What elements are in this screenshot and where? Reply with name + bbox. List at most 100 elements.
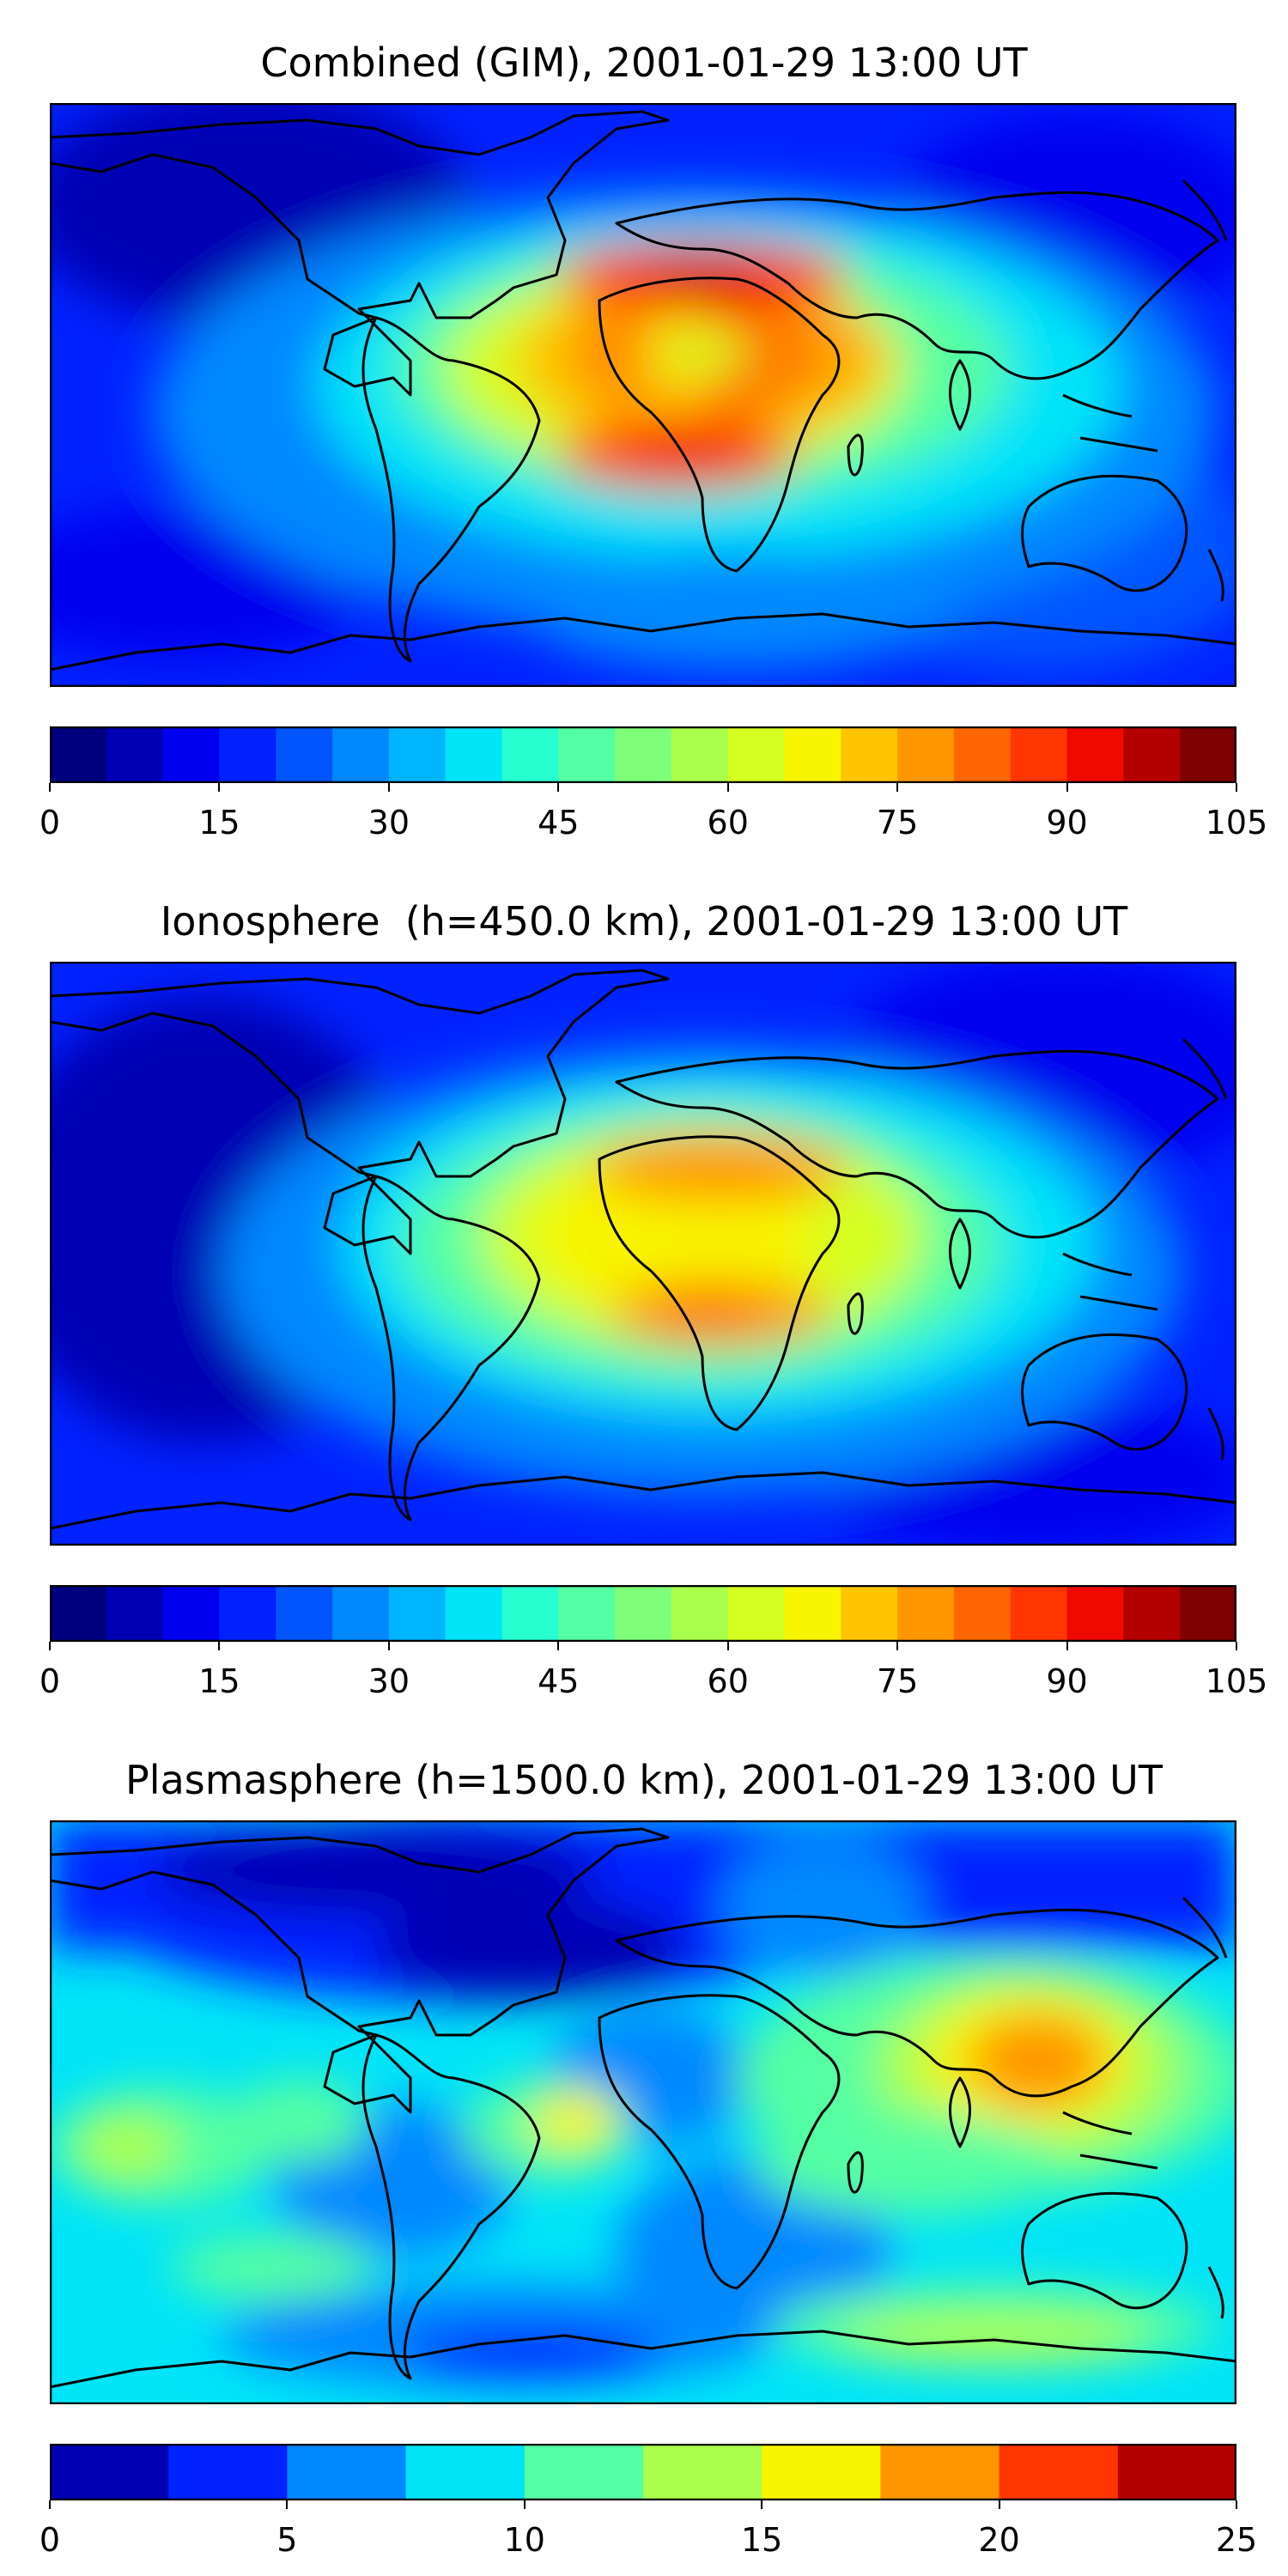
colorbar-level [615, 1585, 672, 1642]
colorbar-tick-mark [1236, 1642, 1237, 1650]
colorbar-tick-mark [49, 1642, 51, 1650]
colorbar-level [558, 1585, 616, 1642]
colorbar-level [524, 2444, 644, 2500]
colorbar [50, 726, 1236, 783]
world-map [50, 103, 1236, 687]
coastlines [50, 1827, 1236, 2389]
world-map [50, 962, 1236, 1546]
colorbar-level [953, 1585, 1012, 1642]
colorbar-tick-label: 15 [198, 804, 240, 841]
colorbar-level [1180, 1585, 1236, 1642]
colorbar-level [287, 2444, 407, 2500]
colorbar-level [501, 726, 559, 783]
colorbar-level [841, 1585, 898, 1642]
colorbar-level [219, 726, 276, 783]
colorbar-level [168, 2444, 288, 2500]
colorbar-tick-label: 0 [39, 804, 61, 841]
colorbar-level [445, 1585, 503, 1642]
colorbar-level [671, 726, 729, 783]
colorbar-tick-mark [998, 2500, 1000, 2509]
colorbar-level [880, 2444, 1000, 2500]
colorbar [50, 1585, 1236, 1642]
colorbar-level [1123, 726, 1181, 783]
colorbar [50, 2444, 1236, 2500]
colorbar-tick-mark [896, 783, 899, 792]
colorbar-level [1066, 1585, 1124, 1642]
colorbar-level [897, 726, 955, 783]
colorbar-level [999, 2444, 1119, 2500]
colorbar-level [405, 2444, 526, 2500]
colorbar-tick-label: 105 [1205, 1662, 1268, 1700]
colorbar-tick-label: 90 [1046, 1662, 1088, 1700]
coastlines [50, 969, 1236, 1530]
colorbar-level [1010, 726, 1068, 783]
colorbar-tick-mark [896, 1642, 899, 1650]
colorbar-tick-label: 75 [876, 804, 919, 841]
colorbar-level [501, 1585, 559, 1642]
colorbar-level [953, 726, 1012, 783]
colorbar-tick-label: 45 [538, 1662, 580, 1700]
colorbar-tick-label: 10 [503, 2521, 545, 2559]
coastlines [50, 110, 1236, 671]
colorbar-tick-mark [1066, 783, 1068, 792]
colorbar-level [897, 1585, 955, 1642]
colorbar-tick-label: 15 [198, 1662, 240, 1700]
colorbar-tick-mark [726, 783, 729, 792]
colorbar-tick-mark [1066, 1642, 1068, 1650]
colorbar-level [1117, 2444, 1236, 2500]
colorbar-tick-mark [286, 2500, 289, 2509]
colorbar-tick-label: 5 [276, 2521, 298, 2559]
colorbar-tick-label: 90 [1046, 804, 1088, 841]
colorbar-tick-mark [387, 1642, 390, 1650]
colorbar-level [50, 2444, 169, 2500]
colorbar-tick-label: 20 [978, 2521, 1020, 2559]
colorbar-level [727, 1585, 786, 1642]
map-title: Plasmasphere (h=1500.0 km), 2001-01-29 1… [125, 1757, 1163, 1803]
colorbar-tick-mark [726, 1642, 729, 1650]
colorbar-level [388, 1585, 447, 1642]
colorbar-level [615, 726, 672, 783]
colorbar-tick-label: 105 [1205, 804, 1268, 841]
colorbar-tick-mark [49, 2500, 51, 2509]
colorbar-level [643, 2444, 762, 2500]
colorbar-level [332, 726, 390, 783]
colorbar-level [219, 1585, 276, 1642]
colorbar-tick-mark [557, 783, 560, 792]
colorbar-level [558, 726, 616, 783]
colorbar-tick-mark [218, 1642, 221, 1650]
colorbar-tick-mark [49, 783, 51, 792]
colorbar-level [162, 1585, 221, 1642]
colorbar-level [762, 2444, 881, 2500]
colorbar-level [671, 1585, 729, 1642]
colorbar-tick-mark [761, 2500, 763, 2509]
colorbar-level [841, 726, 898, 783]
colorbar-tick-label: 15 [741, 2521, 783, 2559]
colorbar-level [445, 726, 503, 783]
colorbar-tick-label: 25 [1215, 2521, 1258, 2559]
colorbar-tick-mark [523, 2500, 526, 2509]
colorbar-level [1066, 726, 1124, 783]
colorbar-level [332, 1585, 390, 1642]
colorbar-level [784, 1585, 841, 1642]
colorbar-level [727, 726, 786, 783]
colorbar-tick-label: 45 [538, 804, 580, 841]
colorbar-tick-label: 0 [39, 1662, 61, 1700]
colorbar-level [276, 1585, 333, 1642]
colorbar-tick-mark [218, 783, 221, 792]
colorbar-level [388, 726, 447, 783]
colorbar-tick-mark [1236, 2500, 1237, 2509]
colorbar-tick-mark [1236, 783, 1237, 792]
colorbar-tick-mark [387, 783, 390, 792]
colorbar-tick-label: 60 [707, 804, 749, 841]
map-title: Combined (GIM), 2001-01-29 13:00 UT [260, 39, 1028, 86]
colorbar-level [276, 726, 333, 783]
map-title: Ionosphere (h=450.0 km), 2001-01-29 13:0… [160, 898, 1128, 945]
colorbar-level [106, 1585, 164, 1642]
colorbar-level [50, 1585, 107, 1642]
colorbar-level [1010, 1585, 1068, 1642]
colorbar-tick-label: 30 [368, 1662, 410, 1700]
colorbar-tick-label: 0 [39, 2521, 61, 2559]
colorbar-tick-label: 30 [368, 804, 410, 841]
colorbar-level [1180, 726, 1236, 783]
colorbar-tick-label: 75 [876, 1662, 919, 1700]
